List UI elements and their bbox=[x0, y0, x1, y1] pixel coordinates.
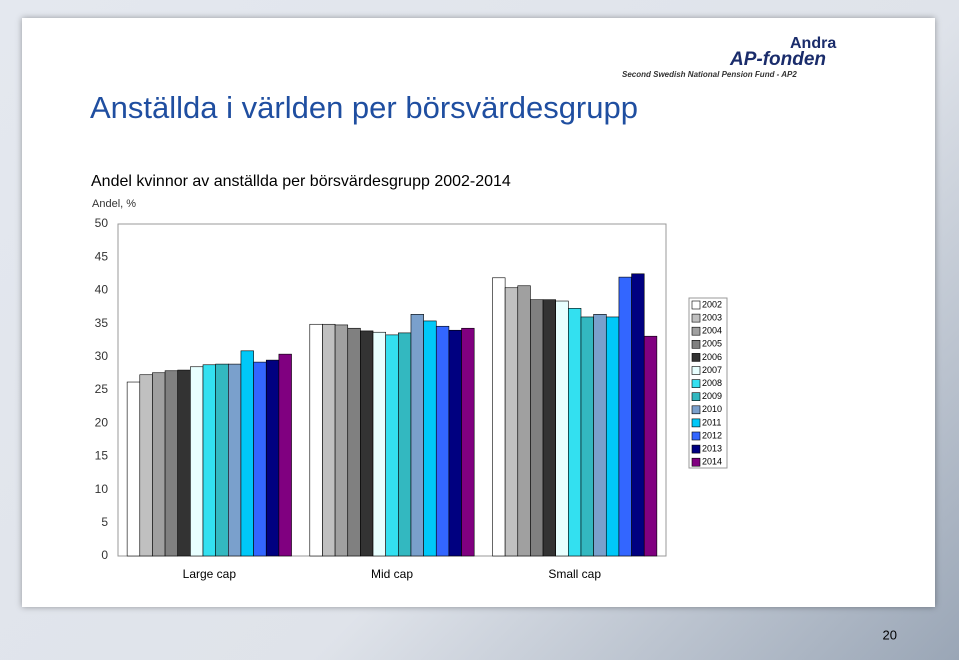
x-tick-label: Large cap bbox=[183, 567, 237, 581]
y-tick-label: 50 bbox=[95, 216, 109, 230]
y-tick-label: 40 bbox=[95, 283, 109, 297]
bar bbox=[385, 334, 399, 557]
bar bbox=[410, 314, 424, 557]
bar bbox=[278, 353, 292, 557]
legend-label: 2007 bbox=[702, 365, 722, 375]
bar bbox=[215, 363, 229, 557]
legend-label: 2004 bbox=[702, 326, 722, 336]
logo-brand: AP-fonden bbox=[729, 49, 826, 70]
logo-tagline: Second Swedish National Pension Fund - A… bbox=[622, 70, 797, 79]
legend-label: 2002 bbox=[702, 299, 722, 309]
bar bbox=[360, 330, 374, 557]
bar bbox=[398, 332, 412, 557]
legend-label: 2014 bbox=[702, 457, 722, 467]
legend-swatch bbox=[691, 366, 701, 375]
legend-swatch bbox=[691, 444, 701, 454]
legend-swatch bbox=[691, 457, 701, 467]
y-tick-label: 10 bbox=[95, 482, 109, 496]
legend-label: 2003 bbox=[702, 312, 722, 322]
bar bbox=[152, 372, 166, 557]
chart-title: Andel kvinnor av anställda per börsvärde… bbox=[91, 173, 511, 190]
bar bbox=[423, 320, 437, 557]
legend-label: 2011 bbox=[702, 417, 721, 427]
bar bbox=[605, 316, 620, 557]
legend-swatch bbox=[691, 326, 701, 336]
legend-label: 2009 bbox=[702, 391, 722, 401]
bar bbox=[568, 308, 582, 557]
y-tick-label: 45 bbox=[95, 249, 109, 263]
y-tick-label: 0 bbox=[101, 548, 108, 562]
bar bbox=[593, 314, 607, 557]
y-tick-label: 5 bbox=[101, 515, 108, 529]
bar bbox=[580, 316, 594, 557]
legend-swatch bbox=[691, 392, 701, 402]
bar bbox=[139, 374, 153, 557]
legend-swatch bbox=[691, 300, 701, 310]
legend-swatch bbox=[691, 431, 701, 441]
legend-label: 2006 bbox=[702, 352, 722, 362]
legend-label: 2012 bbox=[702, 430, 722, 440]
legend-swatch bbox=[691, 339, 701, 349]
bar bbox=[631, 273, 645, 557]
bar bbox=[530, 299, 544, 557]
y-tick-label: 15 bbox=[95, 449, 109, 463]
bar bbox=[555, 300, 569, 557]
y-tick-label: 25 bbox=[95, 382, 109, 396]
bar bbox=[492, 277, 506, 557]
bar bbox=[372, 331, 386, 557]
x-tick-label: Small cap bbox=[548, 567, 601, 581]
bar bbox=[504, 287, 519, 557]
legend-swatch bbox=[691, 405, 701, 415]
bar bbox=[177, 369, 191, 557]
y-tick-label: 30 bbox=[95, 349, 109, 363]
bar bbox=[322, 323, 336, 557]
bar bbox=[347, 327, 361, 557]
legend-label: 2008 bbox=[702, 378, 722, 388]
logo-name: Andra bbox=[790, 35, 836, 52]
bar bbox=[228, 363, 242, 557]
legend-swatch bbox=[691, 379, 701, 388]
bar bbox=[190, 366, 204, 557]
x-tick-label: Mid cap bbox=[371, 567, 413, 581]
bar bbox=[435, 325, 450, 557]
y-tick-label: 35 bbox=[95, 316, 109, 330]
bar bbox=[643, 335, 658, 557]
legend-label: 2010 bbox=[702, 404, 722, 414]
legend-swatch bbox=[691, 353, 701, 362]
bar bbox=[309, 323, 323, 557]
y-tick-label: 20 bbox=[95, 415, 109, 429]
bar bbox=[265, 359, 280, 557]
bar bbox=[542, 299, 556, 557]
bar bbox=[517, 285, 531, 557]
bar bbox=[448, 329, 462, 557]
bar bbox=[618, 276, 632, 557]
legend-swatch bbox=[691, 313, 701, 323]
y-axis-label: Andel, % bbox=[92, 198, 136, 210]
legend-swatch bbox=[691, 418, 701, 428]
bar bbox=[253, 361, 267, 557]
bar bbox=[164, 370, 179, 557]
bar bbox=[461, 327, 475, 557]
bar bbox=[240, 350, 254, 557]
bar bbox=[334, 324, 349, 557]
legend-label: 2005 bbox=[702, 339, 722, 349]
bar bbox=[126, 381, 141, 557]
page-number: 20 bbox=[883, 627, 897, 642]
bar bbox=[202, 364, 216, 557]
legend-label: 2013 bbox=[702, 443, 722, 453]
slide-title: Anställda i världen per börsvärdesgrupp bbox=[90, 90, 638, 125]
